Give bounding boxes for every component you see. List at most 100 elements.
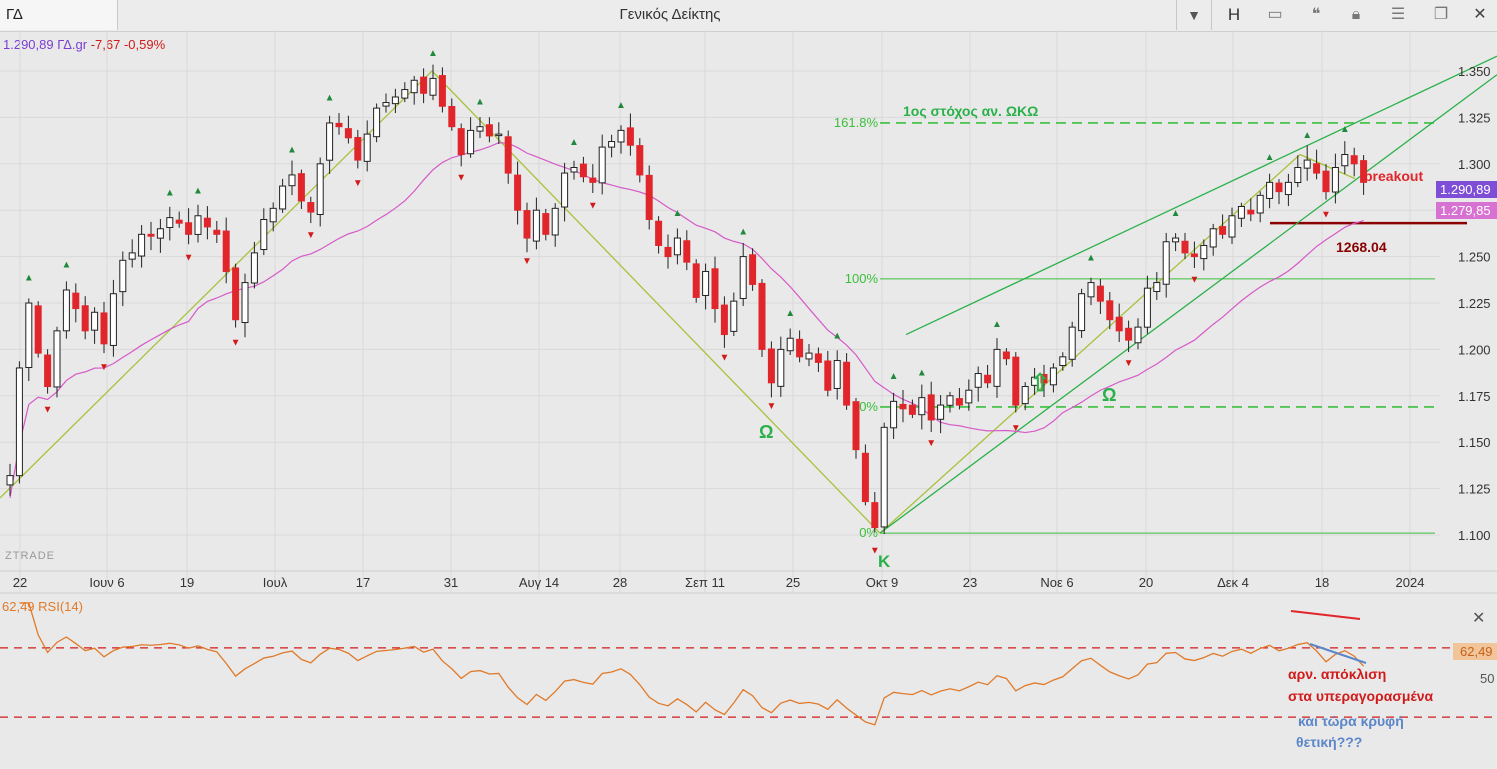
fractal-up-icon: ▲ — [569, 137, 579, 148]
candle-body — [1078, 293, 1086, 332]
candle-body — [1134, 326, 1142, 344]
candle-body — [636, 145, 644, 176]
candle-body — [1181, 240, 1189, 254]
candle-body — [908, 404, 916, 415]
restore-window-icon[interactable]: ❐ — [1433, 6, 1449, 23]
candle-body — [927, 394, 935, 421]
candle-body — [72, 292, 80, 310]
close-icon[interactable]: ✕ — [1473, 6, 1487, 23]
candle-body — [166, 217, 174, 228]
candle-body — [579, 163, 587, 178]
y-tick-label: 1.350 — [1458, 64, 1491, 79]
h-button[interactable]: H — [1227, 5, 1241, 24]
fractal-down-icon: ▼ — [99, 362, 109, 373]
candle-body — [307, 202, 315, 213]
candle-body — [485, 124, 493, 137]
rsi-note-1: αρν. απόκλιση — [1288, 666, 1386, 682]
quote-line: 1.290,89 ΓΔ.gr -7,67 -0,59% — [3, 37, 165, 52]
chart-canvas[interactable]: 161.8%100%50%0% ▲▼▲▼▲▼▲▼▲▼▲▼▲▼▲▼▲▼▲▲▼▲▼▲… — [0, 31, 1497, 769]
candle-body — [1106, 300, 1114, 321]
candle-body — [937, 404, 945, 420]
candle-body — [833, 360, 841, 389]
kappa-label: Κ — [878, 552, 891, 571]
candle-body — [946, 395, 954, 406]
candle-body — [542, 213, 550, 235]
candles — [6, 64, 1368, 535]
quote-icon[interactable]: ❝ — [1311, 6, 1321, 23]
fractal-up-icon: ▲ — [1340, 124, 1350, 135]
menu-icon[interactable]: ☰ — [1390, 6, 1406, 23]
candle-body — [720, 304, 728, 336]
candle-body — [523, 210, 531, 239]
x-tick-label: Νοε 6 — [1040, 575, 1073, 590]
x-tick-label: 25 — [786, 575, 800, 590]
rsi-line — [19, 602, 1365, 726]
candle-body — [702, 270, 710, 296]
ma-line — [9, 142, 1364, 498]
rsi-close-icon[interactable]: ✕ — [1472, 610, 1485, 627]
candle-body — [91, 311, 99, 331]
trend-line — [879, 74, 1497, 534]
fractal-up-icon: ▲ — [785, 308, 795, 319]
candle-body — [758, 282, 766, 350]
candle-body — [288, 174, 296, 187]
candle-body — [1360, 160, 1368, 183]
candle-body — [373, 107, 381, 138]
fractal-down-icon: ▼ — [870, 546, 880, 557]
fractal-down-icon: ▼ — [1189, 275, 1199, 286]
fractal-down-icon: ▼ — [522, 256, 532, 267]
candle-body — [401, 89, 409, 99]
candle-body — [570, 167, 578, 173]
candle-body — [645, 174, 653, 220]
candle-body — [175, 219, 183, 224]
candle-body — [410, 79, 418, 94]
candle-body — [1115, 316, 1123, 332]
symbol-input[interactable]: ΓΔ — [0, 0, 118, 30]
fractal-up-icon: ▲ — [475, 96, 485, 107]
lock-icon[interactable]: 🔒︎ — [1351, 6, 1361, 23]
candle-body — [739, 256, 747, 299]
candle-body — [664, 246, 672, 258]
x-tick-label: 19 — [180, 575, 194, 590]
candle-body — [25, 302, 33, 369]
rsi-axis-50: 50 — [1480, 671, 1494, 686]
candle-body — [561, 172, 569, 208]
candle-body — [495, 133, 503, 137]
candle-body — [1313, 163, 1321, 174]
candle-body — [1172, 237, 1180, 243]
candle-body — [890, 400, 898, 429]
fractal-up-icon: ▲ — [193, 185, 203, 196]
candle-body — [1153, 282, 1161, 292]
candle-body — [711, 268, 719, 310]
y-tick-label: 1.200 — [1458, 342, 1491, 357]
candle-body — [335, 122, 343, 128]
candle-body — [514, 174, 522, 211]
y-axis: 1.3501.3251.3001.2751.2501.2251.2001.175… — [1458, 64, 1491, 543]
candle-body — [1303, 159, 1311, 169]
fractal-up-icon: ▲ — [287, 145, 297, 156]
candle-body — [1200, 244, 1208, 260]
fractal-up-icon: ▲ — [832, 330, 842, 341]
fractal-down-icon: ▼ — [926, 438, 936, 449]
candle-body — [965, 389, 973, 404]
omega-right: Ω — [1102, 385, 1116, 405]
candle-body — [457, 128, 465, 156]
candle-body — [777, 348, 785, 387]
chevron-down-icon[interactable]: ▼ — [1176, 0, 1212, 30]
candle-body — [476, 126, 484, 132]
watermark: ZTRADE — [5, 550, 55, 562]
candle-body — [1012, 356, 1020, 406]
candle-body — [692, 263, 700, 298]
candle-body — [1068, 326, 1076, 360]
x-tick-label: Ιουλ — [263, 575, 288, 590]
candle-body — [241, 282, 249, 324]
candle-body — [1322, 170, 1330, 193]
candle-body — [391, 96, 399, 105]
panel-icon[interactable]: ▭ — [1267, 6, 1283, 23]
candle-body — [53, 330, 61, 388]
candle-body — [984, 374, 992, 384]
fractal-up-icon: ▲ — [1086, 252, 1096, 263]
candle-body — [382, 102, 390, 107]
candle-body — [429, 77, 437, 96]
candle-body — [805, 352, 813, 360]
